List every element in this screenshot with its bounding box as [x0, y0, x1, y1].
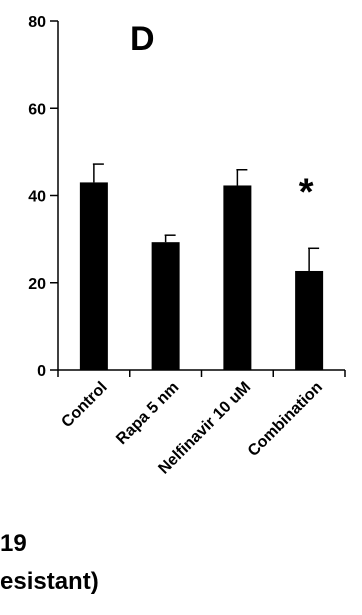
y-tick-label: 80	[28, 14, 46, 31]
caption-line-1: 19	[0, 530, 27, 557]
significance-marker: *	[299, 171, 314, 213]
category-label: Rapa 5 nm	[113, 379, 182, 448]
caption-line-2: esistant)	[0, 568, 99, 595]
chart-bars	[79, 182, 324, 370]
panel-letter: D	[130, 20, 155, 58]
bar	[295, 270, 324, 370]
bar	[151, 242, 180, 370]
bar	[223, 185, 252, 370]
bar	[79, 182, 108, 370]
category-label: Combination	[245, 379, 326, 460]
chart-error-bars	[92, 163, 320, 271]
category-label: Control	[58, 379, 110, 431]
y-tick-label: 0	[37, 363, 46, 380]
y-tick-label: 60	[28, 101, 46, 118]
y-tick-label: 40	[28, 189, 46, 206]
y-tick-label: 20	[28, 276, 46, 293]
